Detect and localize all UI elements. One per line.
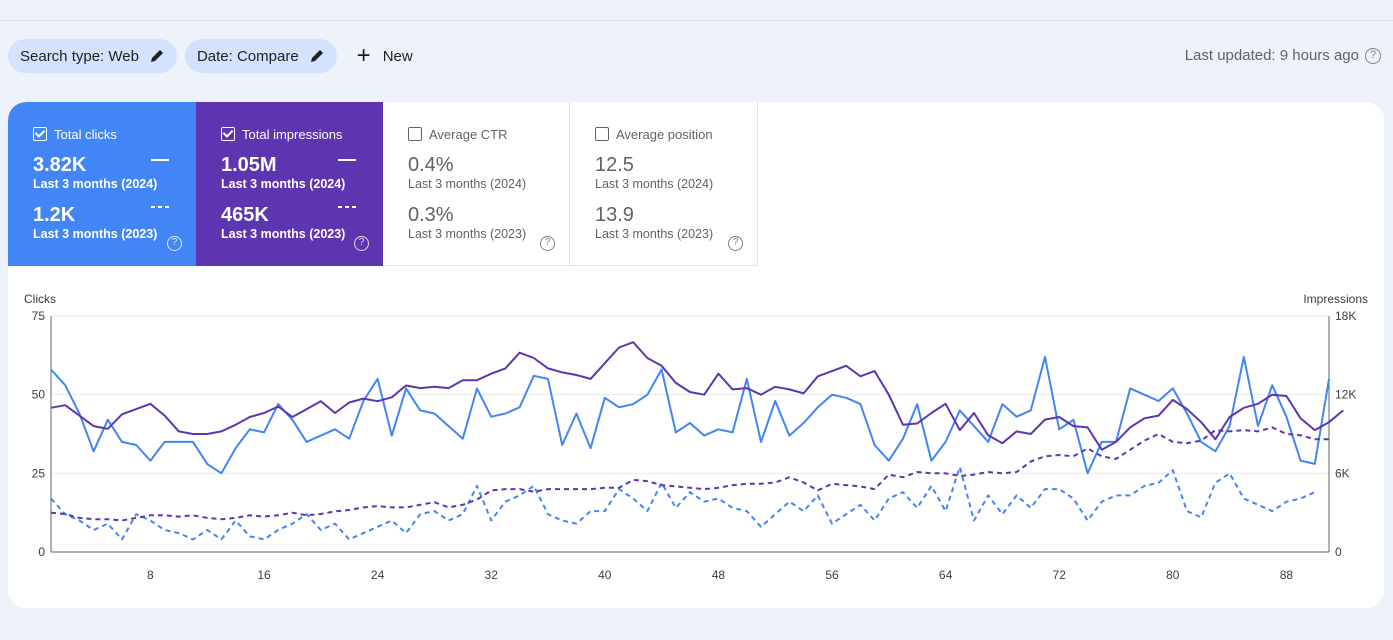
help-icon[interactable]: ? <box>1365 47 1381 64</box>
metric-period-previous: Last 3 months (2023) <box>595 227 714 241</box>
x-tick-label: 64 <box>939 568 953 582</box>
metric-period-previous: Last 3 months (2023) <box>408 227 527 241</box>
x-tick-label: 72 <box>1053 568 1067 582</box>
help-icon[interactable]: ? <box>728 236 743 251</box>
top-divider <box>0 20 1393 21</box>
clicks-previous-line <box>50 466 1316 541</box>
filter-toolbar: Search type: Web Date: Compare + New <box>8 39 425 73</box>
x-tick-label: 16 <box>257 568 271 582</box>
checkbox-icon[interactable] <box>408 127 422 141</box>
checkbox-icon[interactable] <box>221 127 235 141</box>
pencil-icon <box>150 50 163 62</box>
plus-icon: + <box>356 42 371 69</box>
metric-title: Average position <box>616 126 713 142</box>
performance-card: Total clicks 3.82K Last 3 months (2024) … <box>8 102 1384 608</box>
chart-gridlines <box>50 315 1330 553</box>
date-label: Date: Compare <box>196 47 299 65</box>
metric-total-clicks[interactable]: Total clicks 3.82K Last 3 months (2024) … <box>8 102 196 266</box>
y-right-tick-label: 6K <box>1335 466 1350 480</box>
metric-period-current: Last 3 months (2024) <box>33 177 158 191</box>
metric-value-previous: 465K <box>221 204 269 226</box>
metric-period-previous: Last 3 months (2023) <box>33 227 158 241</box>
last-updated: Last updated: 9 hours ago ? <box>1185 47 1381 64</box>
metric-period-current: Last 3 months (2024) <box>595 177 714 191</box>
x-tick-label: 80 <box>1166 568 1180 582</box>
metric-value-previous: 13.9 <box>595 204 634 226</box>
metric-value-previous: 1.2K <box>33 204 76 226</box>
x-axis: 8 16 24 32 40 48 56 64 72 80 88 <box>147 568 1293 582</box>
x-tick-label: 24 <box>371 568 385 582</box>
impressions-previous-line <box>50 426 1329 522</box>
search-type-chip[interactable]: Search type: Web <box>8 39 177 73</box>
clicks-current-line <box>50 355 1330 475</box>
y-right-tick-label: 0 <box>1335 545 1342 559</box>
metric-average-position[interactable]: Average position 12.5 Last 3 months (202… <box>570 102 758 266</box>
x-tick-label: 32 <box>485 568 499 582</box>
dashed-line-legend-icon <box>338 206 356 208</box>
new-label: New <box>382 47 413 65</box>
y-right-tick-label: 12K <box>1335 388 1356 402</box>
checkbox-icon[interactable] <box>595 127 609 141</box>
x-tick-label: 48 <box>712 568 726 582</box>
y-left-tick-label: 25 <box>32 466 46 480</box>
y-left-tick-label: 75 <box>32 309 46 323</box>
metric-period-previous: Last 3 months (2023) <box>221 227 346 241</box>
help-icon[interactable]: ? <box>540 236 555 251</box>
y-axis-left: 0 25 50 75 <box>32 309 46 559</box>
metric-period-current: Last 3 months (2024) <box>221 177 346 191</box>
metric-value-current: 1.05M <box>221 154 277 176</box>
dashed-line-legend-icon <box>151 206 169 208</box>
checkbox-icon[interactable] <box>33 127 47 141</box>
solid-line-legend-icon <box>151 159 169 161</box>
date-chip[interactable]: Date: Compare <box>184 39 337 73</box>
metric-value-previous: 0.3% <box>408 204 454 226</box>
chart-series <box>50 341 1344 541</box>
x-tick-label: 8 <box>147 568 154 582</box>
pencil-icon <box>310 50 323 62</box>
metric-period-current: Last 3 months (2024) <box>408 177 527 191</box>
y-right-tick-label: 18K <box>1335 309 1356 323</box>
metric-title: Total impressions <box>242 126 343 142</box>
metric-title: Average CTR <box>429 126 508 142</box>
new-filter-button[interactable]: + New <box>345 39 425 73</box>
impressions-current-line <box>50 341 1344 451</box>
metric-value-current: 3.82K <box>33 154 87 176</box>
y-axis-right-label: Impressions <box>1303 292 1368 306</box>
metric-value-current: 0.4% <box>408 154 454 176</box>
help-icon[interactable]: ? <box>354 236 369 251</box>
metric-title: Total clicks <box>54 126 117 142</box>
last-updated-text: Last updated: 9 hours ago <box>1184 47 1359 64</box>
solid-line-legend-icon <box>338 159 356 161</box>
metric-value-current: 12.5 <box>595 154 634 176</box>
y-axis-right: 0 6K 12K 18K <box>1335 309 1356 559</box>
x-tick-label: 56 <box>825 568 839 582</box>
search-type-label: Search type: Web <box>20 47 139 65</box>
metric-average-ctr[interactable]: Average CTR 0.4% Last 3 months (2024) 0.… <box>383 102 570 266</box>
y-axis-left-label: Clicks <box>24 292 56 306</box>
y-left-tick-label: 50 <box>32 388 46 402</box>
y-left-tick-label: 0 <box>38 545 45 559</box>
help-icon[interactable]: ? <box>167 236 182 251</box>
x-tick-label: 40 <box>598 568 612 582</box>
x-tick-label: 88 <box>1280 568 1294 582</box>
metric-total-impressions[interactable]: Total impressions 1.05M Last 3 months (2… <box>196 102 383 266</box>
